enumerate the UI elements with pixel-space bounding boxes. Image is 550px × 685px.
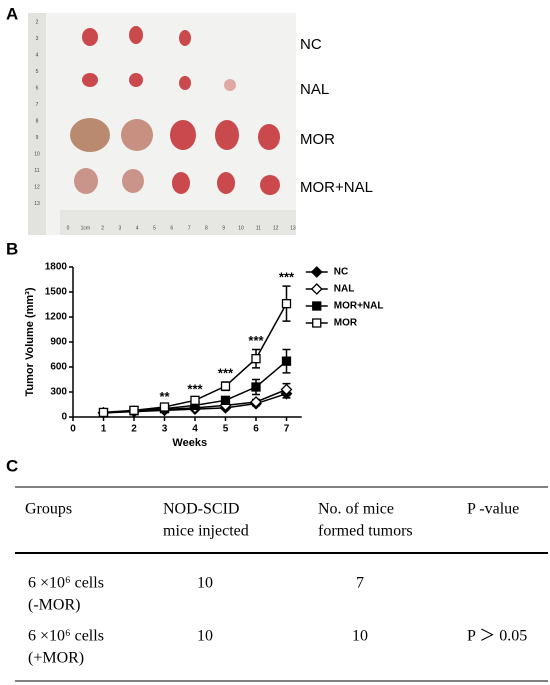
row-label: NAL — [300, 81, 329, 98]
ruler-number: 10 — [238, 225, 244, 231]
table-cell: (+MOR) — [28, 650, 84, 667]
row-label: NC — [300, 36, 322, 53]
ruler-number: 13 — [34, 201, 40, 207]
table-cell: 6 ×10⁶ cells — [28, 628, 104, 645]
y-tick-label: 1800 — [45, 262, 68, 273]
legend-label: MOR — [334, 318, 358, 329]
ruler-number: 6 — [36, 85, 39, 91]
marker — [220, 395, 231, 405]
ruler-number: 2 — [36, 19, 39, 25]
ruler-number: 5 — [36, 69, 39, 75]
x-tick-label: 3 — [162, 424, 168, 435]
marker — [190, 395, 200, 405]
marker — [280, 383, 293, 396]
table-header: P -value — [467, 501, 519, 518]
ruler-number: 12 — [34, 184, 40, 190]
panel-letter: C — [6, 456, 18, 475]
ruler-left — [28, 13, 46, 235]
tumors — [70, 26, 280, 195]
ruler-number: 4 — [136, 225, 139, 231]
ruler-number: 3 — [36, 36, 39, 42]
photo — [28, 13, 296, 235]
marker — [310, 283, 323, 295]
table-header: Groups — [25, 501, 72, 518]
ruler-number: 9 — [222, 225, 225, 231]
panel-letter: A — [6, 4, 18, 23]
panel-letter: B — [6, 239, 18, 258]
ruler-number: 7 — [188, 225, 191, 231]
ruler-number: 12 — [273, 225, 279, 231]
x-tick-label: 2 — [131, 424, 137, 435]
table-cell: 10 — [352, 628, 368, 645]
ruler-number: 5 — [153, 225, 156, 231]
ruler-number: 0 — [67, 225, 70, 231]
x-tick-label: 4 — [192, 424, 198, 435]
table-cell: P ＞ 0.05 — [467, 628, 527, 645]
table-header: NOD-SCID — [163, 501, 239, 518]
marker — [312, 301, 322, 311]
x-tick-label: 6 — [253, 424, 259, 435]
marker — [159, 402, 170, 412]
y-tick-label: 300 — [50, 387, 67, 398]
ruler-number: 11 — [256, 225, 261, 231]
x-tick-label: 0 — [70, 424, 76, 435]
table-cell: 10 — [197, 628, 213, 645]
row-label: MOR — [300, 131, 335, 148]
table-header: No. of mice — [318, 501, 394, 518]
marker — [129, 405, 139, 415]
table-header: formed tumors — [318, 523, 413, 540]
marker — [281, 299, 292, 309]
ruler-number: 8 — [205, 225, 208, 231]
annotation: ** — [159, 389, 170, 404]
marker — [281, 356, 292, 366]
ruler-bottom — [60, 210, 296, 235]
ruler-number: 3 — [119, 225, 122, 231]
y-tick-label: 900 — [50, 337, 67, 348]
x-tick-label: 5 — [223, 424, 229, 435]
ruler-number: 10 — [34, 151, 40, 157]
ruler-number: 8 — [36, 118, 39, 124]
marker — [310, 266, 323, 278]
ruler-number: 2 — [101, 225, 104, 231]
table-cell: (-MOR) — [28, 597, 80, 614]
y-tick-label: 0 — [61, 412, 67, 423]
marker — [98, 407, 109, 418]
y-tick-label: 1200 — [45, 312, 68, 323]
table-header: mice injected — [163, 523, 249, 540]
table-cell: 10 — [197, 575, 213, 592]
marker — [250, 396, 262, 408]
marker — [251, 382, 261, 392]
x-tick-label: 7 — [284, 424, 290, 435]
y-tick-label: 1500 — [45, 287, 68, 298]
legend-label: NC — [334, 267, 348, 278]
table-cell: 6 ×10⁶ cells — [28, 575, 104, 592]
legend-label: MOR+NAL — [334, 301, 384, 312]
row-label: MOR+NAL — [300, 179, 373, 196]
annotation: *** — [279, 270, 295, 285]
ruler-number: 13 — [290, 225, 296, 231]
ruler-number: 1cm — [81, 225, 90, 231]
annotation: *** — [187, 381, 203, 396]
ruler-number: 9 — [36, 135, 39, 141]
y-axis-label: Tumor Volume (mm³) — [24, 287, 36, 396]
legend-label: NAL — [334, 284, 355, 295]
x-axis-label: Weeks — [172, 437, 207, 449]
y-tick-label: 600 — [50, 362, 67, 373]
annotation: *** — [248, 333, 264, 348]
ruler-number: 7 — [36, 102, 39, 108]
x-tick-label: 1 — [101, 424, 107, 435]
marker — [220, 381, 231, 391]
marker — [251, 354, 261, 364]
marker — [312, 318, 322, 328]
ruler-number: 4 — [36, 52, 39, 58]
ruler-number: 6 — [170, 225, 173, 231]
annotation: *** — [218, 365, 234, 380]
table-cell: 7 — [356, 575, 364, 592]
ruler-number: 11 — [34, 168, 39, 174]
